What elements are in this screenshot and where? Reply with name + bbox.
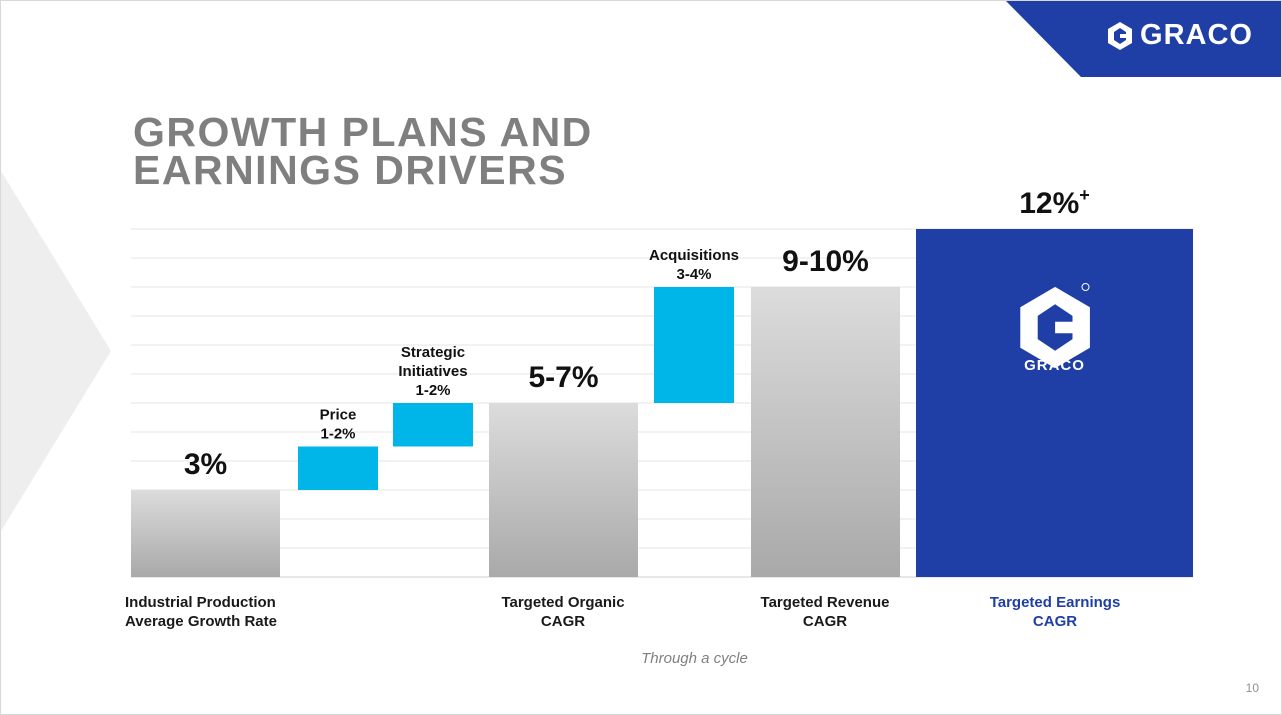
left-chevron-decoration [1, 171, 111, 531]
bar-0 [131, 490, 280, 577]
category-label-targeted-earnings: Targeted Earnings CAGR [989, 594, 1121, 630]
value-label: 3% [184, 448, 227, 481]
bar-5 [751, 287, 900, 577]
category-label-targeted-revenue: Targeted Revenue CAGR [760, 594, 890, 630]
step-label: 1-2% [320, 426, 355, 443]
page-title: GROWTH PLANS AND EARNINGS DRIVERS [133, 109, 593, 193]
value-labels: 3% Price 1-2% Strategic Initiatives 1-2% 5-7% A… [184, 185, 1090, 481]
brand-logo: GRACO [1106, 19, 1253, 52]
category-label-targeted-organic: Targeted Organic CAGR [501, 594, 625, 630]
step-label: 3-4% [676, 266, 711, 283]
value-label-suffix: + [1079, 185, 1090, 205]
inner-logo-text: GRACO [1024, 357, 1085, 374]
page-number: 10 [1245, 681, 1259, 695]
bars [131, 229, 1193, 577]
bar-3 [489, 403, 638, 577]
registered-mark-icon [1081, 283, 1090, 291]
bar-4 [654, 287, 734, 403]
logo-band [1006, 1, 1281, 77]
step-label: Price [320, 407, 357, 424]
step-label: Strategic [401, 344, 465, 361]
bar-2 [393, 403, 473, 447]
step-label: Initiatives [398, 363, 467, 380]
bar-1 [298, 446, 378, 490]
value-label: 9-10% [782, 245, 869, 278]
step-label: Acquisitions [649, 247, 739, 264]
bar-6 [916, 229, 1193, 577]
value-label: 5-7% [528, 361, 598, 394]
value-label: 12%+ [1019, 185, 1090, 220]
brand-name: GRACO [1140, 19, 1253, 51]
footnote: Through a cycle [641, 650, 748, 667]
category-label-industrial-production: Industrial Production Average Growth Rat… [125, 594, 277, 630]
step-label: 1-2% [415, 382, 450, 399]
graco-g-icon [1108, 21, 1133, 50]
